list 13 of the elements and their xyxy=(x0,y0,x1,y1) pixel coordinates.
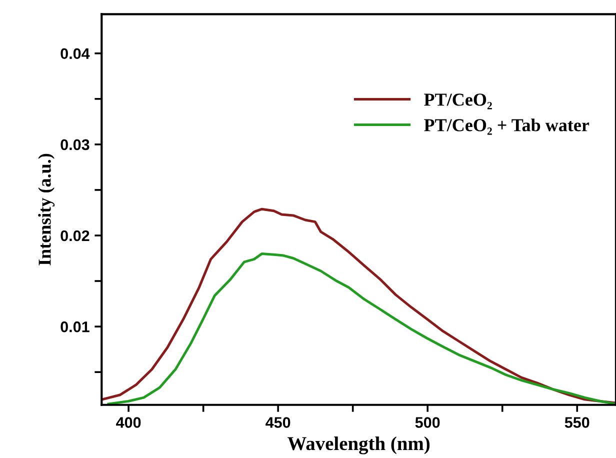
legend-label: PT/CeO₂ + Tab water xyxy=(424,118,590,135)
x-axis-title: Wavelength (nm) xyxy=(288,436,430,454)
y-tick-label: 0.02 xyxy=(60,230,90,242)
x-tick-label: 550 xyxy=(564,417,590,428)
x-tick-label: 500 xyxy=(415,417,440,428)
y-tick-label: 0.04 xyxy=(60,48,90,60)
line-series xyxy=(107,252,616,405)
y-axis-title: Intensity (a.u.) xyxy=(38,154,55,266)
x-tick-label: 450 xyxy=(266,417,290,428)
y-tick-label: 0.01 xyxy=(60,321,90,332)
y-tick-label: 0.03 xyxy=(60,139,90,150)
legend-label: PT/CeO₂ xyxy=(424,94,492,110)
x-tick-label: 400 xyxy=(116,417,141,428)
